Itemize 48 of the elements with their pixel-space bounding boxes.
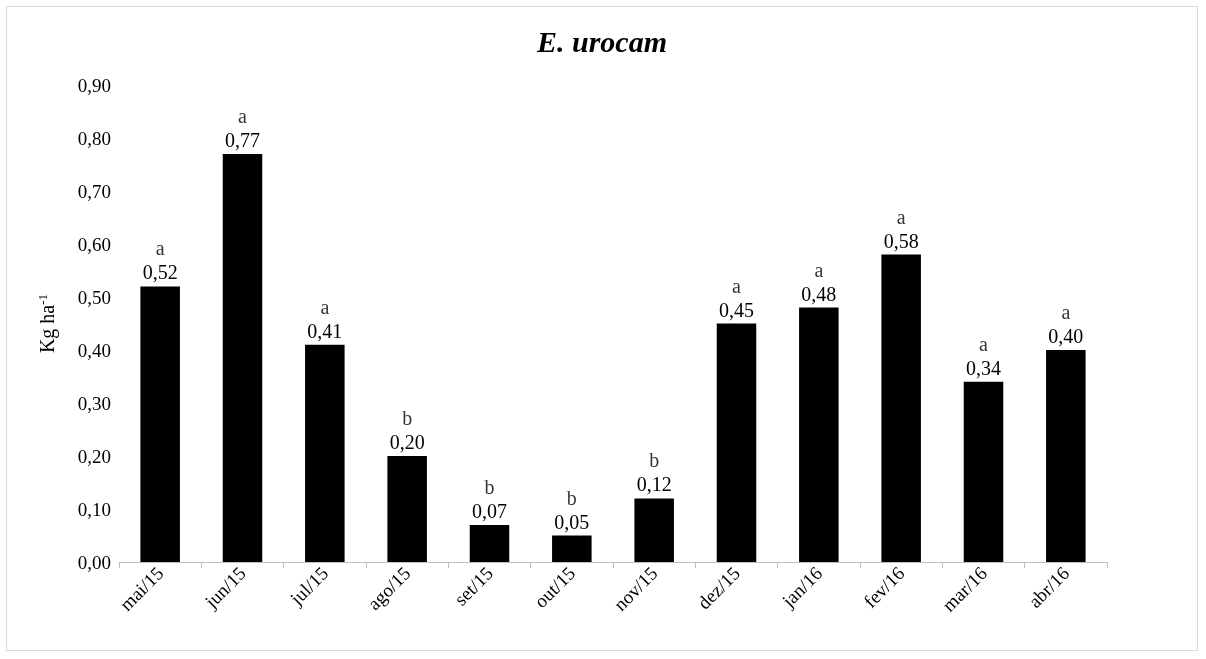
data-label: 0,41: [307, 319, 343, 342]
y-tick-label: 0,30: [77, 392, 111, 414]
y-axis-title: Kg ha-1: [35, 293, 59, 354]
data-label: 0,40: [1048, 325, 1084, 347]
y-tick-label: 0,60: [77, 233, 111, 255]
bar: [881, 254, 921, 562]
annotation: b: [484, 475, 495, 498]
data-label: 0,34: [966, 356, 1001, 379]
bar: [305, 344, 345, 562]
bar: [634, 498, 674, 562]
annotation: a: [320, 295, 330, 318]
annotation: a: [238, 104, 248, 127]
annotation: a: [814, 258, 824, 281]
data-label: 0,58: [883, 229, 919, 252]
data-label: 0,77: [225, 128, 260, 151]
annotation: a: [979, 332, 989, 355]
bar: [716, 323, 757, 562]
bar: [799, 307, 839, 562]
bar: [387, 456, 427, 562]
y-tick-label: 0,90: [77, 74, 111, 96]
y-tick-label: 0,50: [77, 286, 111, 308]
y-tick-label: 0,10: [77, 498, 111, 520]
data-label: 0,07: [472, 499, 507, 522]
y-tick-label: 0,40: [77, 339, 111, 361]
data-label: 0,05: [554, 510, 590, 533]
annotation: b: [566, 486, 577, 509]
data-label: 0,12: [636, 473, 672, 496]
bar: [1046, 350, 1086, 562]
annotation: b: [649, 449, 660, 472]
bar: [469, 524, 510, 562]
y-tick-label: 0,70: [77, 180, 111, 202]
data-label: 0,20: [389, 431, 425, 453]
bar: [963, 381, 1004, 562]
data-label: 0,45: [719, 298, 754, 321]
chart-title: E. urocam: [535, 24, 668, 58]
y-tick-label: 0,20: [77, 445, 111, 467]
data-label: 0,52: [142, 261, 178, 284]
annotation: a: [896, 205, 906, 228]
annotation: a: [1061, 301, 1071, 323]
y-tick-label: 0,00: [77, 551, 111, 573]
annotation: a: [732, 274, 742, 297]
annotation: a: [155, 237, 165, 260]
annotation: b: [402, 407, 413, 429]
y-tick-label: 0,80: [77, 127, 111, 149]
bar: [140, 286, 180, 562]
bar: [552, 535, 592, 562]
data-label: 0,48: [801, 282, 837, 305]
bar: [222, 153, 263, 562]
